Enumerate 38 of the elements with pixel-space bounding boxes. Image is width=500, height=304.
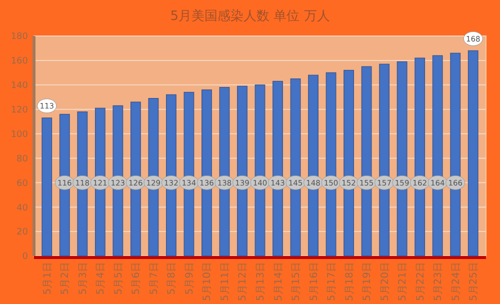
x-tick-label: 5月3日 [78, 262, 89, 295]
y-tick-label: 100 [10, 130, 28, 140]
x-tick-label: 5月5日 [113, 262, 124, 295]
y-tick-label: 20 [16, 228, 28, 238]
y-tick-label: 140 [10, 81, 28, 92]
y-tick-label: 60 [16, 178, 28, 189]
x-tick-label: 5月7日 [148, 262, 160, 295]
x-tick-label: 5月16日 [308, 262, 320, 302]
y-tick-label: 160 [10, 56, 28, 67]
x-tick-label: 5月12日 [238, 262, 249, 302]
x-tick-label: 5月20日 [380, 262, 391, 302]
x-tick-label: 5月22日 [415, 262, 426, 302]
x-tick-label: 5月13日 [256, 262, 266, 302]
x-tick-label: 5月2日 [60, 262, 72, 295]
bar [468, 50, 478, 256]
x-tick-label: 5月18日 [344, 262, 356, 302]
x-tick-label: 5月6日 [131, 262, 142, 295]
x-tick-label: 5月15日 [291, 262, 302, 302]
y-tick-label: 180 [10, 32, 28, 42]
x-tick-label: 5月14日 [273, 262, 284, 302]
x-tick-label: 5月17日 [326, 262, 338, 302]
y-tick-label: 80 [16, 154, 28, 164]
x-tick-label: 5月10日 [202, 262, 214, 302]
x-tick-label: 5月4日 [96, 262, 107, 295]
x-tick-label: 5月1日 [42, 262, 54, 295]
y-tick-label: 120 [10, 105, 28, 116]
x-tick-label: 5月23日 [433, 262, 444, 302]
x-tick-label: 5月8日 [166, 262, 178, 295]
x-tick-label: 5月11日 [220, 262, 231, 302]
y-tick-label: 0 [22, 252, 28, 262]
x-tick-label: 5月25日 [468, 262, 480, 302]
x-tick-label: 5月24日 [450, 262, 462, 302]
bar [42, 118, 52, 256]
chart-title: 5月美国感染人数 单位 万人 [170, 8, 330, 24]
x-tick-label: 5月19日 [362, 262, 374, 302]
x-tick-label: 5月9日 [184, 262, 196, 295]
x-tick-label: 5月21日 [398, 262, 409, 302]
y-tick-label: 40 [16, 203, 28, 214]
